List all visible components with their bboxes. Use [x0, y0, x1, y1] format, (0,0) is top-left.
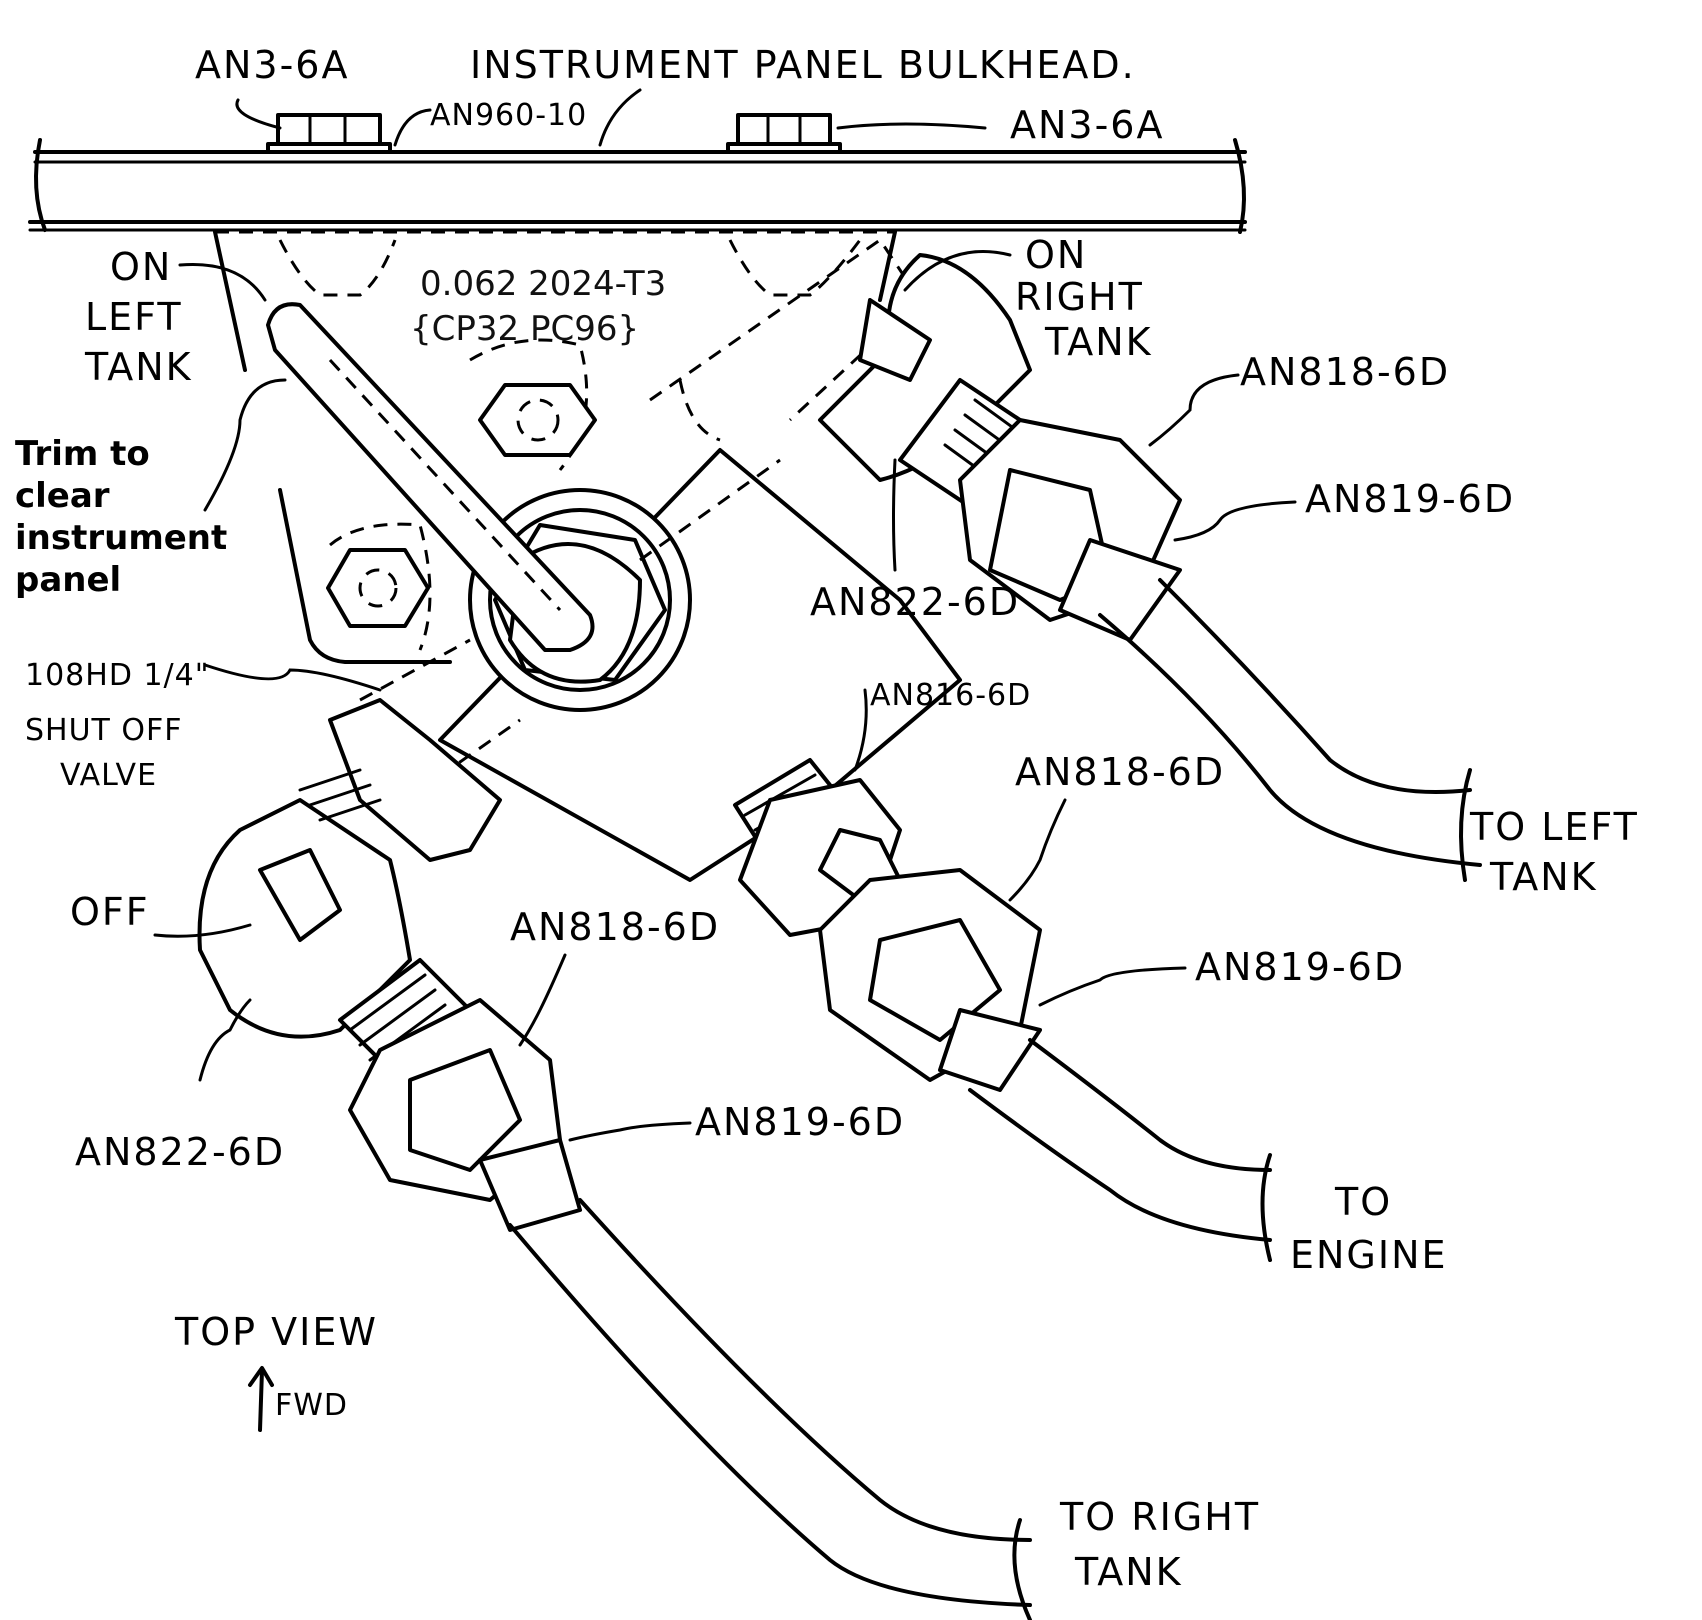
label-off: OFF: [70, 890, 150, 934]
leader-lines: [153, 88, 1297, 1432]
label-to-right-tank-1: TO RIGHT: [1059, 1495, 1260, 1539]
label-on-right-tank-1: ON: [1025, 233, 1087, 277]
label-an822-low: AN822-6D: [75, 1130, 285, 1174]
label-an819-mid: AN819-6D: [1195, 945, 1405, 989]
label-material-1: 0.062 2024-T3: [420, 264, 666, 304]
label-on-right-tank-3: TANK: [1044, 320, 1153, 364]
bolt-head-left: [266, 113, 392, 154]
label-trim-note-1: Trim to: [15, 434, 150, 474]
label-to-engine-1: TO: [1334, 1180, 1392, 1224]
label-an816: AN816-6D: [870, 678, 1031, 713]
fitting-lower-elbow: [197, 698, 1032, 1620]
plate-hex-nut-upper: [478, 383, 597, 457]
fitting-right-elbow: [818, 253, 1482, 882]
label-on-left-tank-1: ON: [110, 245, 172, 289]
label-bolt-left: AN3-6A: [195, 43, 349, 87]
bolt-head-right: [726, 113, 842, 154]
label-an818-top: AN818-6D: [1240, 350, 1450, 394]
label-trim-note-3: instrument: [15, 518, 227, 558]
valve-handle: [266, 302, 595, 652]
label-on-left-tank-3: TANK: [84, 345, 193, 389]
fitting-engine-line: [733, 758, 1272, 1262]
label-trim-note-2: clear: [15, 476, 110, 516]
label-on-left-tank-2: LEFT: [85, 295, 183, 339]
label-an818-mid: AN818-6D: [1015, 750, 1225, 794]
label-material-2: {CP32 PC96}: [410, 309, 639, 349]
label-to-left-tank-1: TO LEFT: [1469, 805, 1639, 849]
label-bulkhead: INSTRUMENT PANEL BULKHEAD.: [470, 43, 1136, 87]
label-an819-top: AN819-6D: [1305, 477, 1515, 521]
bulkhead-panel: [28, 138, 1247, 234]
label-an818-low: AN818-6D: [510, 905, 720, 949]
label-an819-low: AN819-6D: [695, 1100, 905, 1144]
label-washer: AN960-10: [430, 98, 587, 133]
valve-mounting-plate: [213, 230, 897, 664]
plate-hex-nut-lower: [326, 548, 430, 628]
label-valve-1: 108HD 1/4": [25, 658, 210, 693]
mounting-bracket-hidden: [215, 230, 895, 297]
label-valve-2: SHUT OFF: [25, 713, 183, 748]
label-fwd: FWD: [275, 1388, 348, 1423]
label-on-right-tank-2: RIGHT: [1015, 275, 1144, 319]
label-top-view: TOP VIEW: [174, 1310, 378, 1354]
label-to-left-tank-2: TANK: [1489, 855, 1598, 899]
label-an822-top: AN822-6D: [810, 580, 1020, 624]
label-bolt-right: AN3-6A: [1010, 103, 1164, 147]
label-to-right-tank-2: TANK: [1074, 1550, 1183, 1594]
label-trim-note-4: panel: [15, 560, 121, 600]
label-to-engine-2: ENGINE: [1290, 1233, 1448, 1277]
hidden-valve-outline: [359, 237, 922, 792]
label-valve-3: VALVE: [60, 758, 157, 793]
